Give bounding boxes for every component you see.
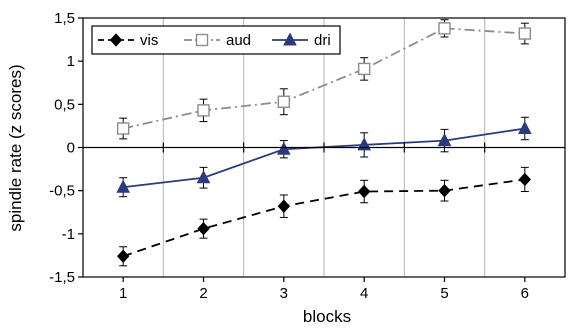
data-point-aud bbox=[438, 22, 451, 35]
x-tick-label: 1 bbox=[119, 285, 127, 302]
y-tick-label: -1 bbox=[62, 226, 75, 243]
x-tick-label: 2 bbox=[199, 285, 207, 302]
data-point-dri bbox=[518, 120, 532, 135]
legend-marker-dri bbox=[283, 32, 297, 46]
data-point-vis bbox=[116, 249, 130, 264]
data-point-aud bbox=[197, 104, 210, 117]
legend-label-aud: aud bbox=[226, 32, 251, 49]
y-axis-label: spindle rate (z scores) bbox=[6, 64, 25, 231]
x-tick-label: 3 bbox=[280, 285, 288, 302]
data-point-vis bbox=[197, 221, 210, 236]
y-tick-label: -1,5 bbox=[49, 269, 75, 286]
y-tick-label: 0,5 bbox=[54, 96, 75, 113]
series-layer bbox=[116, 19, 532, 267]
y-tick-label: 0 bbox=[67, 140, 75, 157]
series-aud bbox=[116, 19, 532, 140]
legend-marker-vis bbox=[109, 33, 123, 47]
y-tick-label: 1,5 bbox=[54, 10, 75, 27]
axes-layer: 1,5 1 0,5 0 -0,5 -1 -1,5 1 2 3 4 5 6 bbox=[49, 10, 566, 302]
data-point-dri bbox=[277, 141, 291, 155]
data-point-vis bbox=[357, 184, 371, 199]
y-tick-label: 1 bbox=[67, 53, 75, 70]
data-point-aud bbox=[277, 95, 291, 108]
data-point-vis bbox=[277, 199, 291, 213]
y-tick-label: -0,5 bbox=[49, 183, 75, 200]
x-tick-label: 4 bbox=[360, 285, 368, 302]
data-point-aud bbox=[116, 122, 130, 135]
data-point-vis bbox=[518, 172, 532, 187]
series-dri bbox=[116, 116, 532, 198]
legend-marker-aud bbox=[195, 33, 209, 47]
legend-label-dri: dri bbox=[314, 32, 331, 49]
data-point-dri bbox=[116, 179, 130, 193]
legend-label-vis: vis bbox=[140, 32, 158, 49]
data-point-aud bbox=[518, 27, 532, 40]
data-point-dri bbox=[196, 170, 211, 184]
legend: vis aud dri bbox=[91, 25, 341, 55]
data-point-aud bbox=[357, 62, 371, 76]
data-point-vis bbox=[438, 183, 451, 198]
x-tick-label: 5 bbox=[440, 285, 448, 302]
series-line-aud bbox=[122, 27, 525, 130]
data-point-dri bbox=[437, 133, 452, 147]
x-tick-label: 6 bbox=[521, 285, 529, 302]
x-axis-label: blocks bbox=[303, 307, 351, 326]
series-vis bbox=[116, 166, 532, 267]
